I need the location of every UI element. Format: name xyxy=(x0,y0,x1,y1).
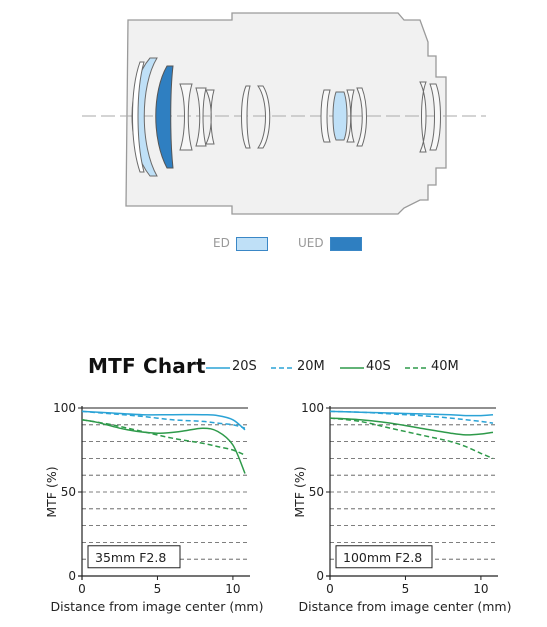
y-tick-label: 50 xyxy=(309,485,324,499)
chart-label-box: 35mm F2.8 xyxy=(87,545,181,569)
y-tick-label: 100 xyxy=(53,401,76,415)
series-line-40m xyxy=(329,417,494,460)
legend-label-40s: 40S xyxy=(366,359,391,374)
x-tick-label: 0 xyxy=(78,582,86,596)
x-tick-label: 10 xyxy=(473,582,488,596)
lens-element-ed-2 xyxy=(332,91,348,141)
legend-line-20m xyxy=(271,367,295,369)
mtf-chart-title: MTF Chart xyxy=(88,354,206,378)
ued-legend: UED xyxy=(298,236,362,251)
chart-label: 100mm F2.8 xyxy=(343,550,422,565)
legend-label-20m: 20M xyxy=(297,359,325,374)
lens-element-ued xyxy=(155,65,174,169)
legend-label-40m: 40M xyxy=(431,359,459,374)
lens-element xyxy=(320,89,331,143)
legend-line-40s xyxy=(340,367,364,369)
lens-element xyxy=(346,89,355,143)
legend-line-20s xyxy=(206,367,230,369)
lens-element xyxy=(257,85,271,149)
series-line-20m xyxy=(329,410,494,424)
lens-diagram xyxy=(82,12,486,215)
lens-barrel xyxy=(125,12,447,215)
mtf-chart-100mm-svg: 0 50 100 0 5 10 Distance from image center (mm… xyxy=(292,401,512,614)
ed-label: ED xyxy=(213,236,230,250)
lens-element xyxy=(179,83,193,151)
x-tick-label: 10 xyxy=(225,582,240,596)
mtf-legend: 20S 20M 40S 40M xyxy=(206,358,506,380)
lens-element xyxy=(356,87,367,147)
series-line-20m xyxy=(81,410,246,429)
x-tick-label: 5 xyxy=(154,582,162,596)
chart-label-box: 100mm F2.8 xyxy=(335,545,433,569)
chart-label: 35mm F2.8 xyxy=(95,550,166,565)
lens-element xyxy=(205,89,215,145)
lens-element xyxy=(241,85,251,149)
ed-swatch xyxy=(235,236,268,251)
ed-legend: ED xyxy=(213,236,268,251)
mtf-chart-100mm: 0 50 100 0 5 10 Distance from image center (mm… xyxy=(286,398,518,627)
x-tick-label: 0 xyxy=(326,582,334,596)
y-tick-label: 0 xyxy=(316,569,324,583)
y-axis-label: MTF (%) xyxy=(292,466,307,517)
x-axis-label: Distance from image center (mm) xyxy=(51,599,264,614)
chart-label-frame xyxy=(335,545,433,569)
series-line-20s xyxy=(81,410,246,431)
lens-element xyxy=(419,81,427,153)
series-line-40s xyxy=(81,419,246,474)
lens-element xyxy=(429,83,441,151)
series-line-40m xyxy=(81,419,246,456)
y-tick-label: 0 xyxy=(68,569,76,583)
ued-label: UED xyxy=(298,236,324,250)
legend-line-40m xyxy=(405,367,429,369)
y-tick-label: 100 xyxy=(301,401,324,415)
series-line-40s xyxy=(329,417,494,436)
mtf-chart-35mm-svg: 0 50 100 0 5 10 Distance from image center (mm… xyxy=(44,401,264,614)
y-axis-label: MTF (%) xyxy=(44,466,59,517)
chart-label-frame xyxy=(87,545,181,569)
ued-swatch xyxy=(329,236,362,251)
x-axis-label: Distance from image center (mm) xyxy=(299,599,512,614)
y-tick-label: 50 xyxy=(61,485,76,499)
lens-element-front xyxy=(132,61,145,173)
lens-element xyxy=(195,87,207,147)
x-tick-label: 5 xyxy=(402,582,410,596)
mtf-chart-35mm: 0 50 100 0 5 10 Distance from image center (mm… xyxy=(38,398,270,627)
legend-label-20s: 20S xyxy=(232,359,257,374)
